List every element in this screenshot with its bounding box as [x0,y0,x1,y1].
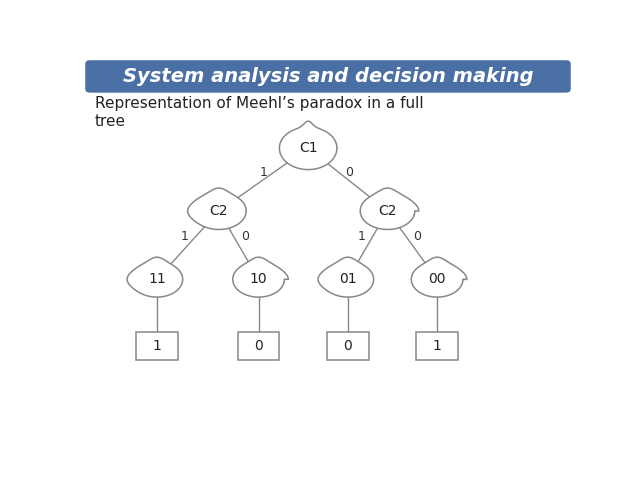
Text: 0: 0 [241,230,249,243]
Text: 0: 0 [413,230,421,243]
FancyBboxPatch shape [86,61,570,92]
Polygon shape [233,257,288,297]
Polygon shape [318,257,374,297]
FancyBboxPatch shape [136,332,178,360]
Text: C1: C1 [299,141,317,155]
FancyBboxPatch shape [237,332,280,360]
Text: 11: 11 [148,272,166,287]
Text: 1: 1 [358,230,365,243]
FancyBboxPatch shape [327,332,369,360]
Text: 10: 10 [250,272,268,287]
Polygon shape [127,257,182,297]
Text: 0: 0 [344,339,352,353]
Text: C2: C2 [378,204,397,218]
Text: 01: 01 [339,272,356,287]
FancyBboxPatch shape [416,332,458,360]
Text: 0: 0 [345,166,353,179]
Text: 1: 1 [433,339,442,353]
Polygon shape [412,257,467,297]
Text: 1: 1 [152,339,161,353]
Text: C2: C2 [210,204,228,218]
Text: System analysis and decision making: System analysis and decision making [123,67,533,85]
Text: 00: 00 [428,272,446,287]
Text: 0: 0 [254,339,263,353]
Polygon shape [360,188,419,229]
Text: 1: 1 [180,230,188,243]
Text: 1: 1 [259,166,268,179]
Polygon shape [188,188,246,229]
Text: Representation of Meehl’s paradox in a full
tree: Representation of Meehl’s paradox in a f… [95,96,424,129]
Polygon shape [280,121,337,169]
